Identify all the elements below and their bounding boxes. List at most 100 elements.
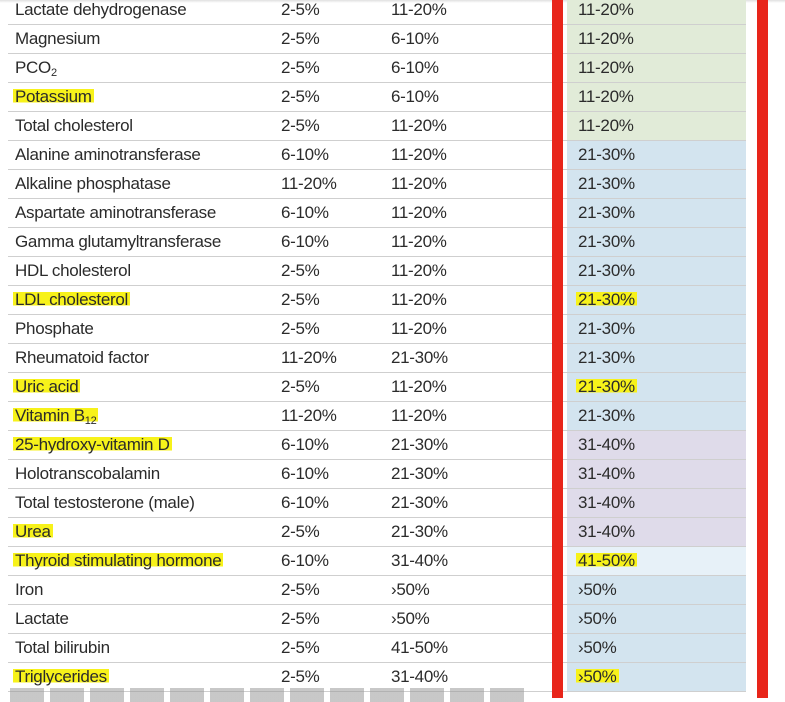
value-col-3-text: 11-20% (578, 0, 634, 19)
test-name: Holotranscobalamin (15, 460, 160, 488)
value-col-2: ›50% (391, 580, 430, 599)
cut-off-footnote (10, 688, 530, 702)
row-divider (8, 256, 746, 257)
test-name-text: Alanine aminotransferase (15, 145, 201, 164)
value-col-3-text: 21-30% (576, 290, 637, 309)
table-row: Total testosterone (male) 6-10% 21-30% 31-4… (0, 489, 785, 518)
value-col-3: 21-30% (567, 199, 746, 228)
value-col-2: 11-20% (391, 290, 447, 309)
test-name-text: Magnesium (15, 29, 101, 48)
value-col-2: 21-30% (391, 493, 448, 512)
value-col-1: 6-10% (281, 203, 329, 222)
table-row: Alanine aminotransferase 6-10% 11-20% 21-30… (0, 141, 785, 170)
value-col-2: 41-50% (391, 638, 448, 657)
value-col-3: ›50% (567, 576, 746, 605)
test-name-text: Gamma glutamyltransferase (15, 232, 222, 251)
value-col-3: 31-40% (567, 518, 746, 547)
test-name: Rheumatoid factor (15, 344, 149, 372)
test-name-text: Phosphate (15, 319, 94, 338)
row-divider (8, 24, 746, 25)
test-name: Lactate dehydrogenase (15, 0, 187, 24)
test-name-subscript: 2 (50, 67, 57, 79)
value-col-1: 6-10% (281, 435, 329, 454)
test-name-text: Triglycerides (15, 667, 107, 686)
value-col-3: 21-30% (567, 228, 746, 257)
value-col-3-text: 21-30% (576, 377, 637, 396)
value-col-3: 11-20% (567, 54, 746, 83)
test-name: HDL cholesterol (15, 257, 131, 285)
row-divider (8, 314, 746, 315)
table-row: Vitamin B12 11-20% 11-20% 21-30% (0, 402, 785, 431)
value-col-3: 11-20% (567, 112, 746, 141)
value-col-3: 31-40% (567, 431, 746, 460)
test-name: Thyroid stimulating hormone (13, 547, 224, 575)
test-name-text: Potassium (15, 87, 92, 106)
test-name: Iron (15, 576, 43, 604)
value-col-3-text: ›50% (578, 580, 617, 599)
value-col-3: 11-20% (567, 25, 746, 54)
value-col-2: 21-30% (391, 348, 448, 367)
row-divider (8, 546, 746, 547)
test-name: Phosphate (15, 315, 94, 343)
row-divider (8, 633, 746, 634)
value-col-3-text: 11-20% (578, 87, 634, 106)
value-col-3: ›50% (567, 634, 746, 663)
test-name: Potassium (13, 83, 94, 111)
value-col-1: 2-5% (281, 87, 320, 106)
table-row: 25-hydroxy-vitamin D 6-10% 21-30% 31-40% (0, 431, 785, 460)
value-col-2: 21-30% (391, 435, 448, 454)
value-col-3: 21-30% (567, 257, 746, 286)
value-col-2: ›50% (391, 609, 430, 628)
value-col-3: 31-40% (567, 460, 746, 489)
value-col-1: 2-5% (281, 638, 320, 657)
test-name: Total testosterone (male) (15, 489, 195, 517)
test-name-text: Urea (15, 522, 51, 541)
row-divider (8, 517, 746, 518)
value-col-2: 11-20% (391, 232, 447, 251)
value-col-2: 11-20% (391, 145, 447, 164)
test-name-text: Alkaline phosphatase (15, 174, 171, 193)
test-name: Alanine aminotransferase (15, 141, 201, 169)
value-col-3-text: ›50% (578, 638, 617, 657)
table-row: HDL cholesterol 2-5% 11-20% 21-30% (0, 257, 785, 286)
value-col-2: 6-10% (391, 58, 439, 77)
value-col-3-text: 21-30% (578, 261, 635, 280)
value-col-3-text: 11-20% (578, 116, 634, 135)
value-col-3: 31-40% (567, 489, 746, 518)
test-name-text: Total bilirubin (15, 638, 110, 657)
table-row: Urea 2-5% 21-30% 31-40% (0, 518, 785, 547)
test-name-text: Holotranscobalamin (15, 464, 160, 483)
value-col-1: 2-5% (281, 522, 320, 541)
row-divider (8, 111, 746, 112)
value-col-3-text: 31-40% (578, 435, 635, 454)
value-col-1: 2-5% (281, 261, 320, 280)
table-row: Total cholesterol 2-5% 11-20% 11-20% (0, 112, 785, 141)
test-name-text: Iron (15, 580, 44, 599)
table-row: Holotranscobalamin 6-10% 21-30% 31-40% (0, 460, 785, 489)
row-divider (8, 53, 746, 54)
value-col-1: 11-20% (281, 406, 337, 425)
value-col-1: 11-20% (281, 174, 337, 193)
value-col-3-text: 41-50% (576, 551, 637, 570)
value-col-3: 11-20% (567, 0, 746, 25)
test-name: Total bilirubin (15, 634, 110, 662)
value-col-1: 2-5% (281, 0, 320, 19)
test-name: 25-hydroxy-vitamin D (13, 431, 172, 459)
test-name-text: Total cholesterol (15, 116, 133, 135)
test-name-text: LDL cholesterol (15, 290, 128, 309)
test-name-text: PCO (15, 58, 51, 77)
value-col-3-text: 21-30% (578, 319, 635, 338)
test-name-text: Uric acid (15, 377, 79, 396)
value-col-2: 11-20% (391, 0, 447, 19)
test-name: Lactate (15, 605, 69, 633)
value-col-1: 6-10% (281, 232, 329, 251)
table-row: Iron 2-5% ›50% ›50% (0, 576, 785, 605)
test-name: PCO2 (15, 54, 57, 82)
value-col-1: 11-20% (281, 348, 337, 367)
value-col-1: 6-10% (281, 145, 329, 164)
row-divider (8, 575, 746, 576)
value-col-3: 21-30% (567, 373, 746, 402)
test-name: Alkaline phosphatase (15, 170, 171, 198)
value-col-2: 31-40% (391, 667, 448, 686)
row-divider (8, 285, 746, 286)
